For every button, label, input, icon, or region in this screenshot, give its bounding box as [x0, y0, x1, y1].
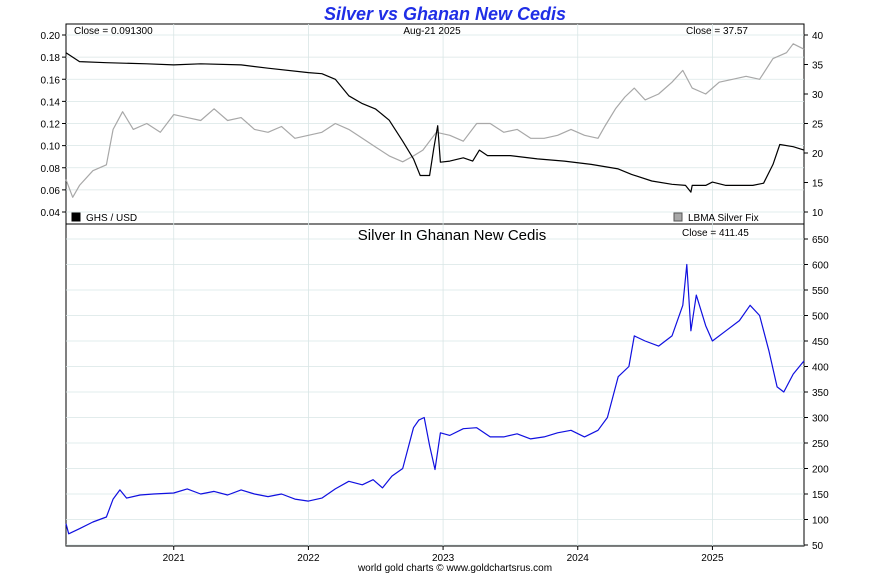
bottom-right-tick-label: 150: [812, 490, 829, 501]
legend-ghs-label: GHS / USD: [86, 213, 137, 224]
top-close-left: Close = 0.091300: [74, 26, 153, 37]
bottom-right-tick-label: 300: [812, 414, 829, 425]
top-left-tick-label: 0.10: [41, 142, 61, 153]
bottom-right-tick-label: 50: [812, 541, 824, 552]
top-close-right: Close = 37.57: [686, 26, 748, 37]
top-date: Aug-21 2025: [403, 26, 461, 37]
x-tick-label: 2025: [701, 553, 724, 564]
top-right-tick-label: 40: [812, 31, 824, 42]
top-panel-frame: [65, 23, 805, 225]
top-left-tick-label: 0.20: [41, 31, 61, 42]
top-left-tick-label: 0.12: [41, 120, 61, 131]
x-tick-label: 2023: [432, 553, 455, 564]
top-left-tick-label: 0.18: [41, 53, 61, 64]
bottom-panel-frame: [65, 223, 805, 547]
top-left-tick-label: 0.08: [41, 164, 61, 175]
legend-silver-label: LBMA Silver Fix: [688, 213, 759, 224]
bottom-close: Close = 411.45: [682, 228, 749, 239]
series-line-silver-usd: [65, 43, 805, 198]
x-tick-label: 2024: [567, 553, 590, 564]
x-tick-label: 2021: [163, 553, 186, 564]
x-tick-label: 2022: [297, 553, 320, 564]
bottom-right-tick-label: 250: [812, 439, 829, 450]
bottom-right-tick-label: 200: [812, 465, 829, 476]
top-right-tick-label: 10: [812, 208, 824, 219]
top-right-tick-label: 15: [812, 179, 824, 190]
bottom-subtitle: Silver In Ghanan New Cedis: [358, 227, 546, 244]
bottom-right-tick-label: 450: [812, 337, 829, 348]
bottom-right-tick-label: 400: [812, 363, 829, 374]
series-layer: [65, 43, 805, 535]
legend-ghs-swatch: [71, 212, 81, 222]
top-left-tick-label: 0.16: [41, 75, 61, 86]
grid-layer: [66, 24, 804, 546]
footer-credit: world gold charts © www.goldchartsrus.co…: [357, 563, 552, 574]
top-left-tick-label: 0.04: [41, 208, 61, 219]
top-left-tick-label: 0.14: [41, 97, 61, 108]
top-left-tick-label: 0.06: [41, 186, 61, 197]
bottom-right-tick-label: 100: [812, 516, 829, 527]
axes-layer: 2021 2022 2023 2024 20250.040.060.080.100.12…: [41, 31, 830, 564]
bottom-right-tick-label: 550: [812, 286, 829, 297]
legend-silver-swatch: [673, 212, 683, 222]
top-right-tick-label: 25: [812, 120, 824, 131]
bottom-right-tick-label: 350: [812, 388, 829, 399]
bottom-right-tick-label: 500: [812, 312, 829, 323]
top-right-tick-label: 35: [812, 61, 824, 72]
bottom-right-tick-label: 650: [812, 235, 829, 246]
series-line-ghs-usd: [65, 52, 805, 193]
bottom-right-tick-label: 600: [812, 261, 829, 272]
top-right-tick-label: 20: [812, 149, 824, 160]
series-line-silver-ghs: [65, 263, 805, 535]
top-right-tick-label: 30: [812, 90, 824, 101]
chart-title: Silver vs Ghanan New Cedis: [324, 4, 566, 24]
